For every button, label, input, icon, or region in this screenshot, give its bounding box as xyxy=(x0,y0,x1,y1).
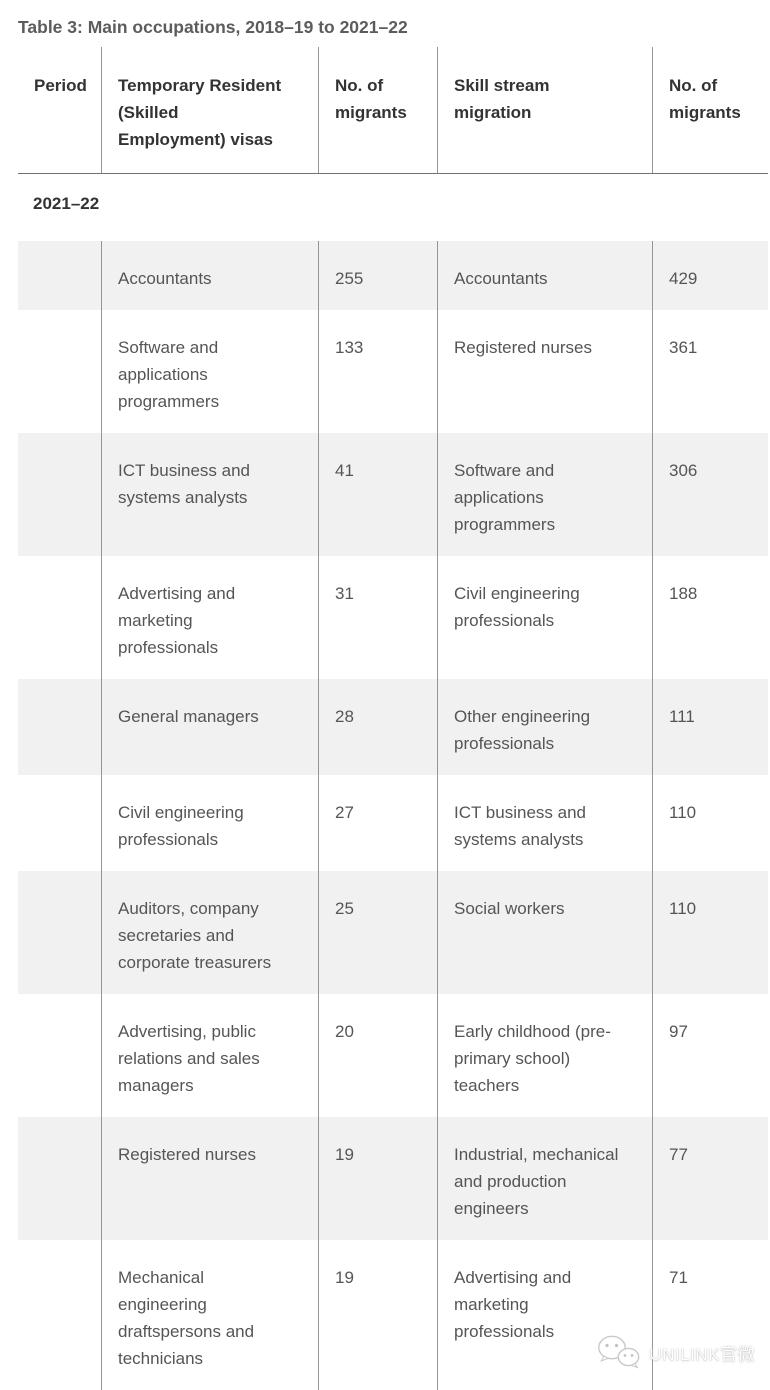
column-header-no-of-migrants-skill: No. of migrants xyxy=(652,47,768,173)
table-row: Advertising and marketing professionals … xyxy=(18,556,768,679)
cell-tr-migrants: 19 xyxy=(318,1117,437,1240)
cell-tr-migrants: 20 xyxy=(318,994,437,1117)
column-header-no-of-migrants-tr: No. of migrants xyxy=(318,47,437,173)
cell-period xyxy=(18,1117,101,1240)
cell-skill-migrants: 429 xyxy=(652,241,768,310)
table-row: Mechanical engineering draftspersons and… xyxy=(18,1240,768,1390)
cell-tr-migrants: 19 xyxy=(318,1240,437,1390)
cell-skill-migrants: 110 xyxy=(652,871,768,994)
cell-skill-occupation: Other engineering professionals xyxy=(437,679,652,775)
cell-skill-migrants: 361 xyxy=(652,310,768,433)
cell-skill-migrants: 306 xyxy=(652,433,768,556)
cell-tr-migrants: 255 xyxy=(318,241,437,310)
column-header-period: Period xyxy=(34,76,87,95)
cell-skill-occupation: Social workers xyxy=(437,871,652,994)
cell-skill-migrants: 77 xyxy=(652,1117,768,1240)
cell-tr-migrants: 133 xyxy=(318,310,437,433)
cell-skill-occupation: ICT business and systems analysts xyxy=(437,775,652,871)
cell-tr-occupation: General managers xyxy=(101,679,318,775)
cell-tr-occupation: Mechanical engineering draftspersons and… xyxy=(101,1240,318,1390)
cell-period xyxy=(18,871,101,994)
table-row: Registered nurses 19 Industrial, mechani… xyxy=(18,1117,768,1240)
cell-skill-migrants: 111 xyxy=(652,679,768,775)
period-section-label: 2021–22 xyxy=(33,194,100,213)
cell-skill-migrants: 188 xyxy=(652,556,768,679)
cell-tr-occupation: ICT business and systems analysts xyxy=(101,433,318,556)
column-header-skill-stream-migration: Skill stream migration xyxy=(437,47,652,173)
cell-tr-occupation: Auditors, company secretaries and corpor… xyxy=(101,871,318,994)
cell-period xyxy=(18,994,101,1117)
cell-tr-migrants: 28 xyxy=(318,679,437,775)
cell-skill-occupation: Software and applications programmers xyxy=(437,433,652,556)
column-header-temporary-resident-visas: Temporary Resident (Skilled Employment) … xyxy=(101,47,318,173)
table-row: Civil engineering professionals 27 ICT b… xyxy=(18,775,768,871)
table-row: General managers 28 Other engineering pr… xyxy=(18,679,768,775)
occupations-table: Period Temporary Resident (Skilled Emplo… xyxy=(18,47,768,1390)
cell-tr-migrants: 31 xyxy=(318,556,437,679)
cell-tr-occupation: Civil engineering professionals xyxy=(101,775,318,871)
cell-tr-occupation: Advertising, public relations and sales … xyxy=(101,994,318,1117)
cell-tr-migrants: 25 xyxy=(318,871,437,994)
cell-skill-occupation: Accountants xyxy=(437,241,652,310)
table-title: Table 3: Main occupations, 2018–19 to 20… xyxy=(18,17,408,37)
table-row: Software and applications programmers 13… xyxy=(18,310,768,433)
cell-skill-migrants: 97 xyxy=(652,994,768,1117)
cell-tr-occupation: Software and applications programmers xyxy=(101,310,318,433)
cell-tr-occupation: Advertising and marketing professionals xyxy=(101,556,318,679)
cell-tr-migrants: 27 xyxy=(318,775,437,871)
table-body: Accountants 255 Accountants 429 Software… xyxy=(18,241,768,1390)
cell-skill-migrants: 110 xyxy=(652,775,768,871)
table-header-row: Period Temporary Resident (Skilled Emplo… xyxy=(18,47,768,174)
cell-period xyxy=(18,775,101,871)
cell-tr-migrants: 41 xyxy=(318,433,437,556)
table-row: Advertising, public relations and sales … xyxy=(18,994,768,1117)
cell-skill-occupation: Registered nurses xyxy=(437,310,652,433)
cell-period xyxy=(18,679,101,775)
cell-skill-migrants: 71 xyxy=(652,1240,768,1390)
cell-period xyxy=(18,310,101,433)
cell-period xyxy=(18,556,101,679)
cell-tr-occupation: Accountants xyxy=(101,241,318,310)
table-row: Accountants 255 Accountants 429 xyxy=(18,241,768,310)
cell-skill-occupation: Civil engineering professionals xyxy=(437,556,652,679)
cell-skill-occupation: Early childhood (pre-primary school) tea… xyxy=(437,994,652,1117)
cell-period xyxy=(18,433,101,556)
cell-tr-occupation: Registered nurses xyxy=(101,1117,318,1240)
cell-skill-occupation: Advertising and marketing professionals xyxy=(437,1240,652,1390)
table-row: Auditors, company secretaries and corpor… xyxy=(18,871,768,994)
cell-skill-occupation: Industrial, mechanical and production en… xyxy=(437,1117,652,1240)
cell-period xyxy=(18,1240,101,1390)
cell-period xyxy=(18,241,101,310)
table-row: ICT business and systems analysts 41 Sof… xyxy=(18,433,768,556)
